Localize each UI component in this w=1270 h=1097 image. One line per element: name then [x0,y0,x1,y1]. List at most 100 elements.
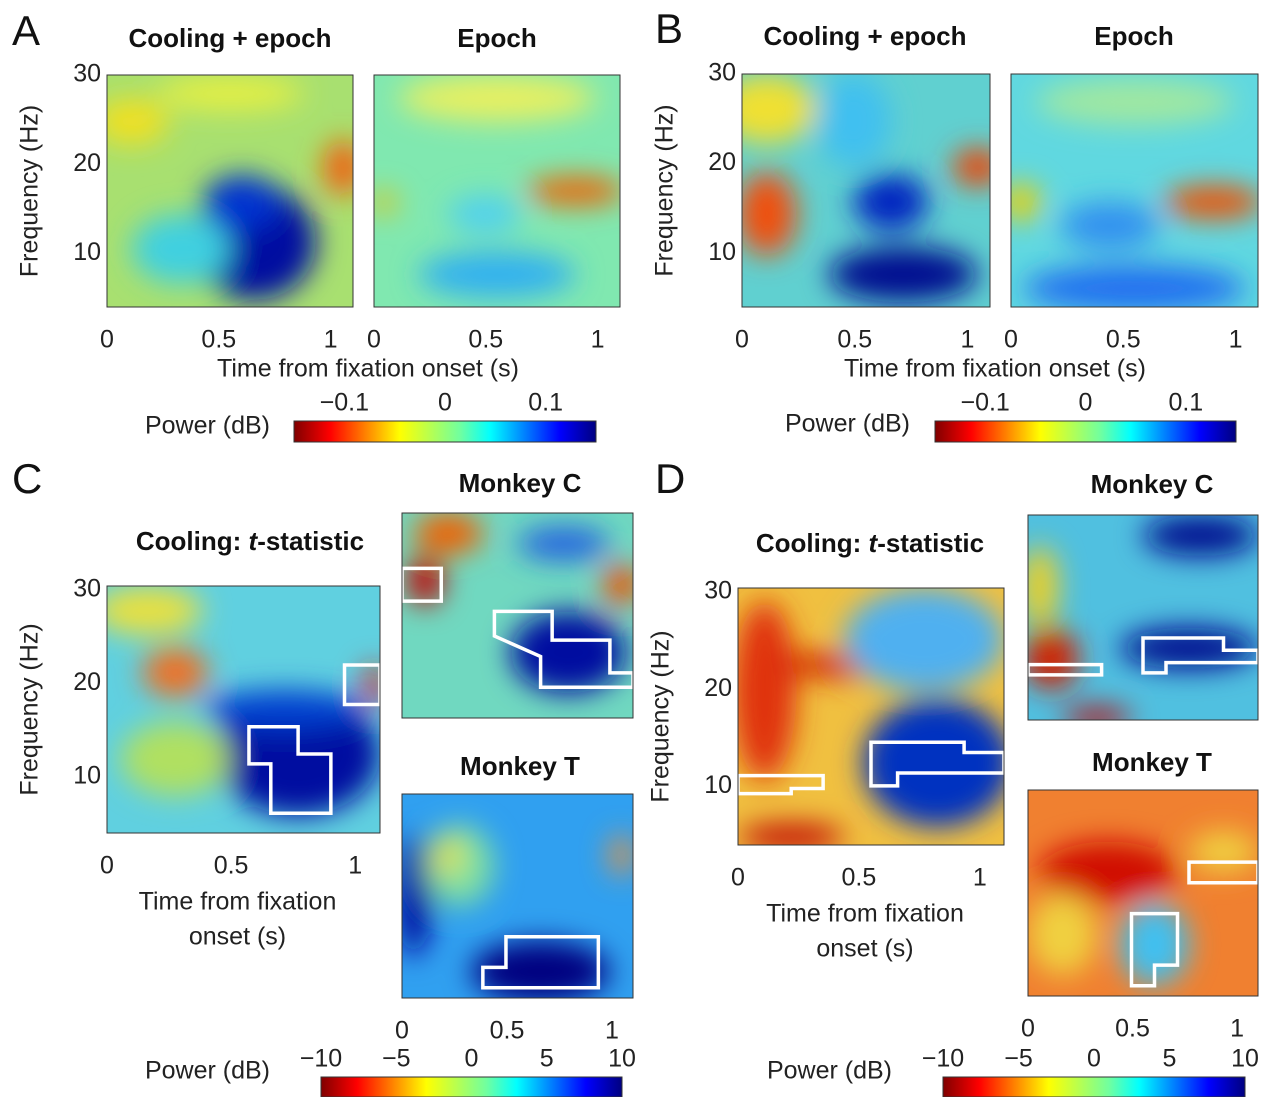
heatmap-blob [952,148,990,186]
colorbar [934,420,1237,443]
heatmap-field [738,588,1004,845]
heatmap [741,73,991,308]
y-axis-label: Frequency (Hz) [651,104,679,276]
colorbar-tick-label: 5 [1163,1045,1177,1073]
heatmap-blob [120,721,230,796]
heatmap-blob [609,834,633,876]
colorbar-tick-label: 0 [465,1045,479,1073]
significance-contour [1141,636,1258,675]
x-tick-label: 0 [395,1017,409,1045]
heatmap-blob [1164,185,1258,219]
x-tick-label: 1 [961,326,975,354]
heatmap-field [1028,515,1258,720]
heatmap-blob [402,834,433,958]
heatmap-blob [1028,627,1079,690]
heatmap-blob [738,824,845,845]
heatmap-blob [853,174,928,231]
panel-title: Epoch [1094,21,1173,51]
title-part: Cooling: [756,528,869,558]
heatmap-frame [737,587,1005,846]
colorbar-label: Power (dB) [767,1057,892,1085]
x-tick-label: 0.5 [1106,326,1141,354]
heatmap-blob [844,588,1004,691]
heatmap-frame [106,74,354,308]
title-part: t [869,528,879,558]
y-tick-label: 20 [704,674,732,702]
colorbar [320,1076,623,1097]
heatmap-blob [107,586,203,636]
colorbar-tick-label: −10 [300,1045,342,1073]
heatmap [106,585,381,834]
heatmap-blob [131,214,230,284]
significance-contour [492,609,633,689]
y-tick-label: 10 [704,771,732,799]
heatmap-blob [602,564,633,606]
x-tick-label: 0 [1004,326,1018,354]
heatmap-blob [517,527,610,561]
heatmap-frame [106,585,381,834]
x-tick-label: 0 [731,864,745,892]
heatmap-blob [374,191,397,215]
colorbar [293,420,597,443]
panel-title: Cooling + epoch [764,21,967,51]
x-tick-label: 0.5 [468,326,503,354]
heatmap-blobs [107,77,353,301]
x-tick-label: 1 [1229,326,1243,354]
heatmap-blob [863,698,1004,827]
x-tick-label: 1 [973,864,987,892]
heatmap-field [374,75,620,307]
colorbar-label: Power (dB) [145,1057,270,1085]
x-axis-label: onset (s) [189,923,286,951]
y-tick-label: 20 [73,668,101,696]
heatmap-blob [406,556,444,606]
heatmap-blob [323,139,353,196]
heatmap-frame [373,74,621,308]
heatmap [1027,514,1259,721]
heatmap-blobs [402,824,633,998]
x-tick-label: 0 [100,326,114,354]
y-tick-label: 20 [708,148,736,176]
x-tick-label: 0.5 [490,1017,525,1045]
colorbar-tick-label: 0.1 [1168,389,1203,417]
heatmap-frame [401,793,634,999]
panel-title: Monkey C [1091,469,1214,499]
x-tick-label: 0 [100,852,114,880]
heatmap-blob [1060,202,1160,249]
title-part: -statistic [877,528,984,558]
title-part: t [249,526,259,556]
y-axis-label: Frequency (Hz) [647,630,675,802]
heatmap [737,587,1005,846]
title-part: Cooling: [136,526,249,556]
colorbar-tick-label: −5 [382,1045,411,1073]
heatmap-blob [828,246,978,303]
heatmap-blob [1189,831,1258,873]
x-axis-label: Time from fixation onset (s) [844,355,1146,383]
heatmap-blob [1023,265,1246,307]
colorbar-tick-label: −0.1 [320,389,369,417]
heatmap-frame [401,512,634,719]
x-tick-label: 0.5 [201,326,236,354]
x-tick-label: 1 [605,1017,619,1045]
heatmap-blob [434,834,463,876]
x-axis-label: Time from fixation onset (s) [217,355,519,383]
x-tick-label: 0.5 [1115,1015,1150,1043]
title-part: -statistic [257,526,364,556]
y-tick-label: 30 [708,59,736,87]
heatmap-frame [1010,73,1259,308]
heatmap-frame [1027,514,1259,721]
heatmap-blob [742,171,797,256]
heatmap [373,74,621,308]
y-axis-label: Frequency (Hz) [16,623,44,795]
significance-contour [402,566,444,603]
x-tick-label: 0 [735,326,749,354]
heatmap-blob [202,174,282,231]
y-tick-label: 20 [73,149,101,177]
colorbar-tick-label: 0 [438,389,452,417]
significance-contour [1129,911,1180,988]
panel-title: Cooling + epoch [129,23,332,53]
heatmap-blobs [374,75,620,298]
colorbar-label: Power (dB) [785,410,910,438]
heatmap-field [107,586,380,833]
heatmap-blob [471,940,610,998]
heatmap-blob [1028,545,1058,628]
